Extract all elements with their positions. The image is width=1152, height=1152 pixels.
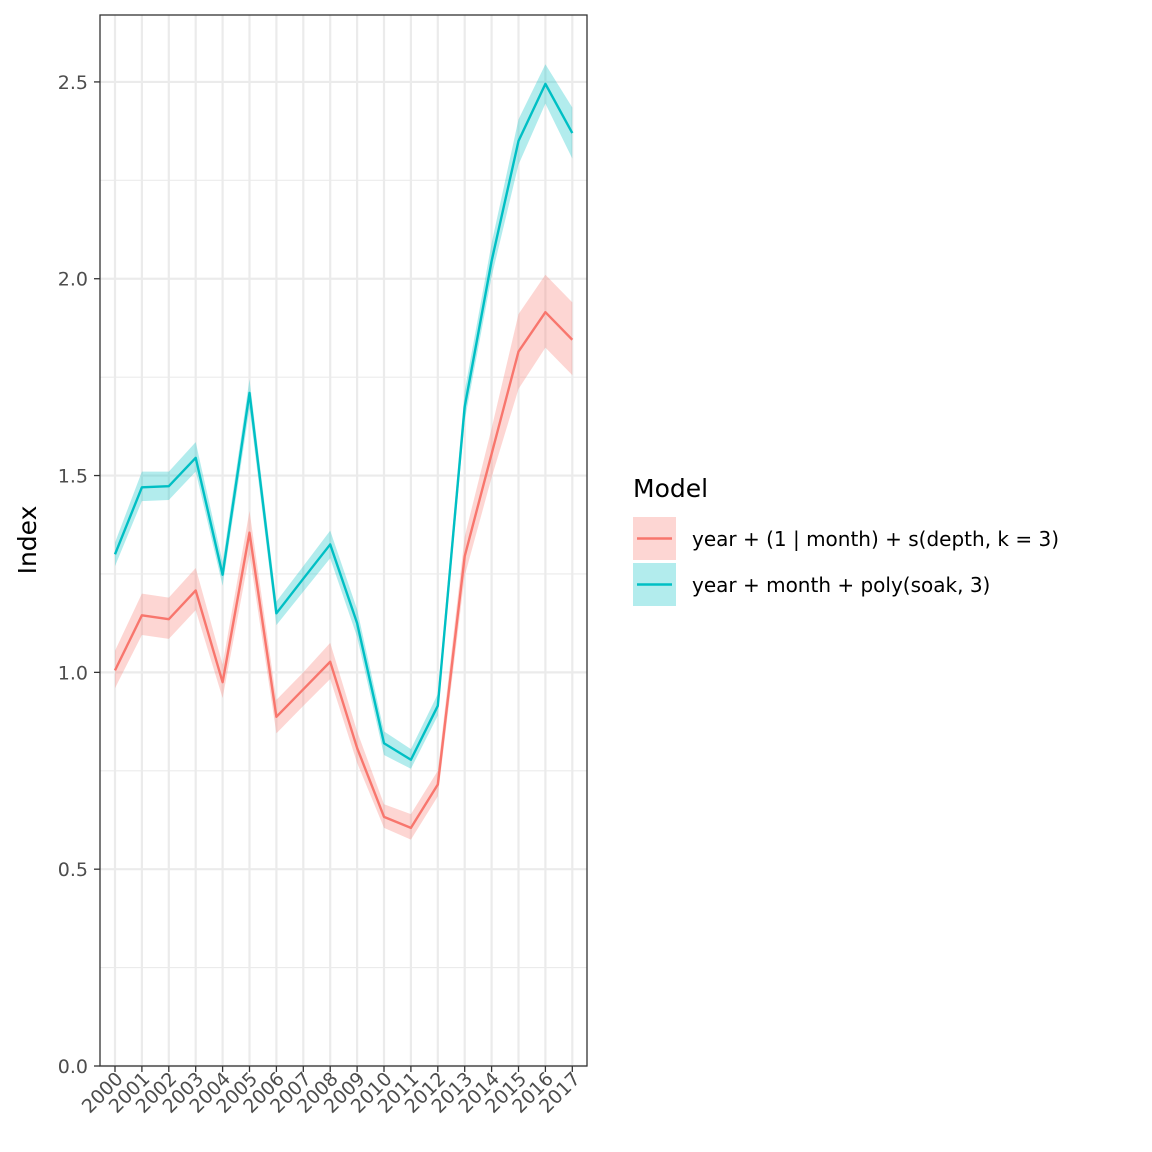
legend-title: Model [633,474,708,503]
grid [100,15,587,1068]
y-tick-label: 1.0 [58,662,88,684]
panel-background [100,15,587,1066]
legend-item: year + (1 | month) + s(depth, k = 3) [633,517,1059,560]
series-1-line [113,310,574,830]
series-lines [113,82,574,830]
y-tick-label: 2.0 [58,269,88,291]
series-2-line [113,82,574,761]
y-tick-label: 0.0 [58,1056,88,1078]
legend-label: year + month + poly(soak, 3) [692,573,990,597]
x-axis: 2000200120022003200420052006200720082009… [78,1066,585,1118]
ribbons [115,64,573,840]
y-axis-title: Index [13,506,42,575]
y-axis: 0.0 0.5 1.0 1.5 2.0 2.5 [58,72,100,1078]
y-tick-label: 2.5 [58,72,88,94]
y-tick-label: 1.5 [58,466,88,488]
legend-item: year + month + poly(soak, 3) [633,563,990,606]
series-2-ribbon [115,64,573,769]
legend-label: year + (1 | month) + s(depth, k = 3) [692,527,1059,551]
series-1-ribbon [115,274,573,840]
panel-border [99,14,588,1067]
y-tick-label: 0.5 [58,859,88,881]
legend: Model year + (1 | month) + s(depth, k = … [633,474,1059,606]
